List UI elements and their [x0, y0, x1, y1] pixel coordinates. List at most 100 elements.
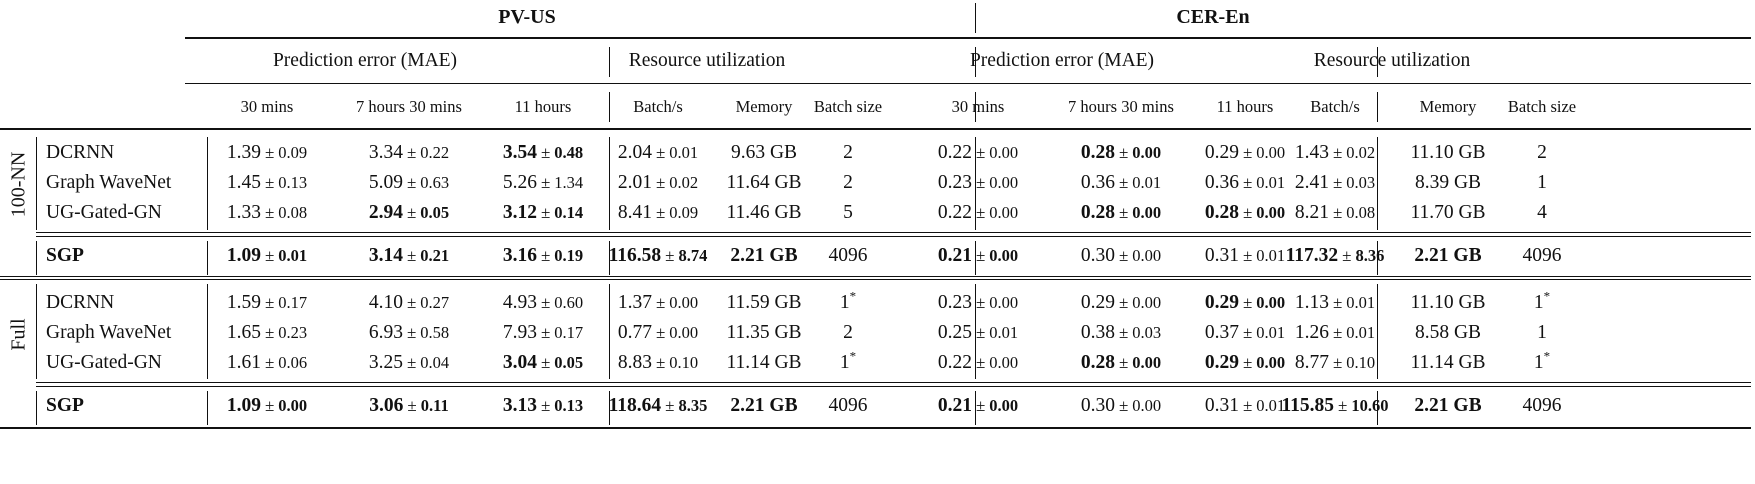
cell-std: 0.17 [278, 293, 308, 312]
cell-mean: 4.10 [368, 292, 403, 313]
cell-value: 11.14 GB [726, 352, 802, 373]
table-cell: 0.77 ±0.00 [618, 321, 698, 345]
plus-minus-symbol: ± [540, 143, 551, 162]
table-cell: 0.29 ±0.00 [1205, 141, 1285, 165]
rule [36, 232, 1751, 233]
rule [36, 236, 1751, 237]
cell-std: 0.63 [420, 173, 450, 192]
table-cell: 5.26 ±1.34 [503, 171, 583, 195]
dataset-header: CER-En [1176, 6, 1250, 28]
footnote-mark: * [1543, 288, 1551, 304]
cell-mean: 1.33 [226, 202, 261, 223]
cell-std: 0.00 [1132, 203, 1162, 222]
cell-value: 2.21 GB [1414, 245, 1482, 266]
table-cell: 2 [843, 321, 853, 345]
cell-mean: 0.30 [1080, 245, 1115, 266]
table-cell: 3.14 ±0.21 [369, 244, 449, 268]
cell-value: 9.63 GB [730, 142, 798, 163]
cell-value: 1 [1537, 172, 1547, 193]
plus-minus-symbol: ± [264, 353, 275, 372]
table-cell: 0.38 ±0.03 [1081, 321, 1161, 345]
dataset-header: PV-US [498, 6, 556, 28]
cell-std: 0.22 [420, 143, 450, 162]
group-header: Prediction error (MAE) [969, 50, 1155, 71]
cell-std: 0.05 [420, 203, 450, 222]
table-cell: 11.14 GB [1410, 351, 1485, 375]
cell-mean: 0.22 [937, 142, 972, 163]
table-cell: 7.93 ±0.17 [503, 321, 583, 345]
table-cell: 11.59 GB [726, 291, 801, 315]
cell-std: 0.23 [278, 323, 308, 342]
cell-std: 0.00 [669, 293, 699, 312]
table-cell: 1.09 ±0.00 [227, 394, 307, 418]
cell-value: 1 [1537, 322, 1547, 343]
plus-minus-symbol: ± [406, 323, 417, 342]
cell-value: 8.39 GB [1414, 172, 1482, 193]
column-header: Memory [1419, 97, 1477, 116]
table-cell: 8.83 ±0.10 [618, 351, 698, 375]
table-cell: 1.37 ±0.00 [618, 291, 698, 315]
table-cell: 0.22 ±0.00 [938, 201, 1018, 225]
divider [609, 241, 610, 275]
table-cell: 11.10 GB [1410, 291, 1485, 315]
table-cell: 2.41 ±0.03 [1295, 171, 1375, 195]
cell-value: 4096 [828, 395, 868, 416]
plus-minus-symbol: ± [655, 353, 666, 372]
plus-minus-symbol: ± [655, 143, 666, 162]
cell-value: 4096 [828, 245, 868, 266]
cell-mean: 3.12 [502, 202, 537, 223]
cell-std: 0.01 [1256, 246, 1286, 265]
plus-minus-symbol: ± [1118, 143, 1129, 162]
divider [975, 3, 976, 33]
cell-mean: 0.36 [1080, 172, 1115, 193]
table-cell: 1.61 ±0.06 [227, 351, 307, 375]
table-cell: 0.25 ±0.01 [938, 321, 1018, 345]
divider [1377, 47, 1378, 77]
plus-minus-symbol: ± [406, 293, 417, 312]
plus-minus-symbol: ± [264, 173, 275, 192]
cell-std: 0.00 [989, 396, 1019, 415]
cell-mean: 0.29 [1204, 352, 1239, 373]
divider [1377, 92, 1378, 122]
cell-mean: 3.06 [369, 395, 404, 416]
table-cell: 2 [1537, 141, 1547, 165]
cell-std: 0.27 [420, 293, 450, 312]
plus-minus-symbol: ± [975, 293, 986, 312]
plus-minus-symbol: ± [1242, 353, 1253, 372]
plus-minus-symbol: ± [406, 246, 417, 265]
divider [609, 92, 610, 122]
plus-minus-symbol: ± [264, 246, 275, 265]
cell-std: 0.60 [554, 293, 584, 312]
cell-mean: 0.31 [1204, 395, 1239, 416]
group-header: Resource utilization [1313, 50, 1471, 71]
cell-std: 0.00 [989, 353, 1019, 372]
plus-minus-symbol: ± [407, 396, 417, 415]
cell-std: 8.36 [1355, 246, 1385, 265]
plus-minus-symbol: ± [406, 353, 417, 372]
table-cell: 3.13 ±0.13 [503, 394, 583, 418]
model-name: Graph WaveNet [46, 322, 172, 343]
table-cell: 1.26 ±0.01 [1295, 321, 1375, 345]
table-cell: 8.58 GB [1415, 321, 1481, 345]
plus-minus-symbol: ± [1332, 323, 1343, 342]
divider [207, 241, 208, 275]
table-cell: 2 [843, 171, 853, 195]
cell-value: 2 [843, 322, 853, 343]
cell-std: 0.01 [669, 143, 699, 162]
plus-minus-symbol: ± [1242, 246, 1253, 265]
table-cell: 1 [1537, 321, 1547, 345]
plus-minus-symbol: ± [540, 293, 551, 312]
plus-minus-symbol: ± [975, 203, 986, 222]
cell-std: 0.00 [1256, 143, 1286, 162]
table-cell: 4096 [1523, 394, 1562, 418]
table-cell: 0.31 ±0.01 [1205, 244, 1285, 268]
model-name: UG-Gated-GN [46, 202, 162, 223]
section-label: 100-NN [7, 151, 30, 217]
cell-mean: 116.58 [608, 245, 662, 266]
cell-mean: 8.77 [1294, 352, 1329, 373]
table-cell: 9.63 GB [731, 141, 797, 165]
rule [185, 37, 1751, 39]
cell-value: 1 [1533, 352, 1544, 373]
cell-mean: 8.41 [617, 202, 652, 223]
divider [36, 284, 37, 379]
